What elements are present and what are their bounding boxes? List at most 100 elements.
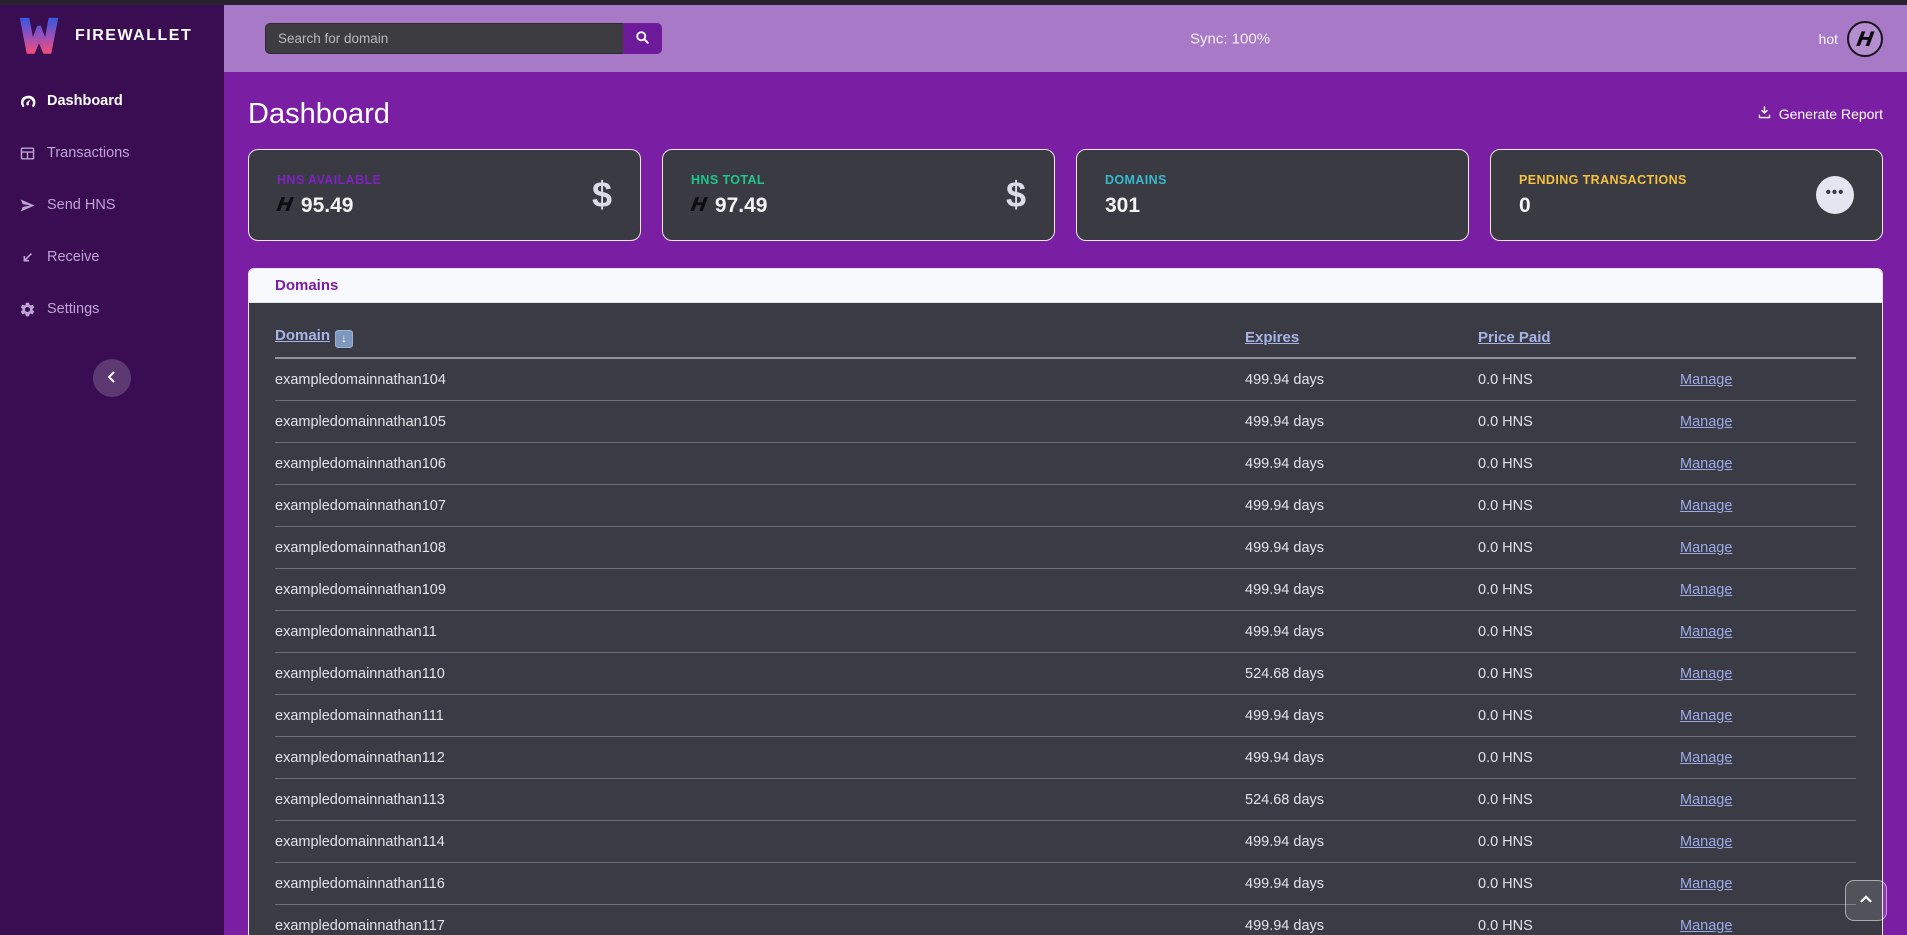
price-paid-cell: 0.0 HNS	[1478, 539, 1533, 556]
send-icon	[18, 196, 36, 214]
download-icon	[1757, 105, 1772, 123]
scroll-to-top-button[interactable]	[1845, 880, 1887, 921]
search-input[interactable]	[265, 23, 623, 54]
expires-cell: 499.94 days	[1245, 371, 1325, 388]
table-row: exampledomainnathan104 499.94 days 0.0 H…	[275, 359, 1856, 401]
price-paid-cell: 0.0 HNS	[1478, 917, 1533, 934]
topbar: Sync: 100% hot H	[224, 5, 1907, 72]
sidebar-collapse-button[interactable]	[93, 359, 131, 397]
stat-card-value: 301	[1105, 193, 1141, 217]
main-area: Sync: 100% hot H Dashboard Generate Repo…	[224, 5, 1907, 935]
domain-cell: exampledomainnathan11	[275, 623, 437, 640]
sort-down-emoji-icon: ↓	[335, 329, 354, 348]
wallet-name-label: hot	[1818, 30, 1838, 47]
column-header-expires[interactable]: Expires	[1245, 328, 1300, 346]
search-group	[265, 23, 662, 54]
manage-link[interactable]: Manage	[1680, 749, 1733, 766]
stat-card: PENDING TRANSACTIONS 0 •••	[1490, 149, 1883, 241]
domain-cell: exampledomainnathan106	[275, 455, 446, 472]
brand[interactable]: FIREWALLET	[0, 5, 224, 67]
sidebar-item-settings[interactable]: Settings	[0, 283, 224, 335]
dollar-icon: $	[1005, 174, 1026, 215]
price-paid-cell: 0.0 HNS	[1478, 581, 1533, 598]
domain-cell: exampledomainnathan109	[275, 581, 446, 598]
domains-table-body: exampledomainnathan104 499.94 days 0.0 H…	[275, 359, 1856, 935]
manage-link[interactable]: Manage	[1680, 455, 1733, 472]
manage-link[interactable]: Manage	[1680, 833, 1733, 850]
expires-cell: 499.94 days	[1245, 539, 1325, 556]
content: Dashboard Generate Report HNS AVAILABLE …	[224, 72, 1907, 935]
table-row: exampledomainnathan107 499.94 days 0.0 H…	[275, 485, 1856, 527]
manage-link[interactable]: Manage	[1680, 413, 1733, 430]
table-row: exampledomainnathan110 524.68 days 0.0 H…	[275, 653, 1856, 695]
expires-cell: 499.94 days	[1245, 581, 1325, 598]
sidebar-item-receive[interactable]: Receive	[0, 231, 224, 283]
search-button[interactable]	[623, 23, 662, 54]
domain-cell: exampledomainnathan110	[275, 665, 445, 682]
handshake-logo-icon[interactable]: H	[1847, 20, 1883, 57]
domain-cell: exampledomainnathan107	[275, 497, 446, 514]
domain-cell: exampledomainnathan117	[275, 917, 445, 934]
domain-cell: exampledomainnathan108	[275, 539, 446, 556]
stat-card-value: 0	[1519, 193, 1531, 217]
stat-card-value: 97.49	[714, 193, 768, 217]
price-paid-cell: 0.0 HNS	[1478, 749, 1533, 766]
page-head: Dashboard Generate Report	[248, 95, 1883, 133]
generate-report-button[interactable]: Generate Report	[1757, 105, 1883, 123]
domains-panel-header: Domains	[249, 269, 1882, 303]
manage-link[interactable]: Manage	[1680, 917, 1733, 934]
domains-table-header-row: Domain ↓ Expires Price Paid	[275, 317, 1856, 359]
expires-cell: 499.94 days	[1245, 707, 1325, 724]
wallet-indicator: hot H	[1818, 20, 1883, 57]
sidebar-item-send-hns[interactable]: Send HNS	[0, 179, 224, 231]
handshake-logo-icon: H	[689, 194, 709, 216]
manage-link[interactable]: Manage	[1680, 791, 1733, 808]
domain-cell: exampledomainnathan104	[275, 371, 446, 388]
expires-cell: 524.68 days	[1245, 665, 1325, 682]
expires-cell: 499.94 days	[1245, 413, 1325, 430]
sidebar-item-dashboard[interactable]: Dashboard	[0, 75, 224, 127]
column-header-domain[interactable]: Domain ↓	[275, 327, 1245, 348]
domains-panel: Domains Domain ↓ Expires Price Paid	[248, 268, 1883, 935]
manage-link[interactable]: Manage	[1680, 623, 1733, 640]
column-header-price-paid[interactable]: Price Paid	[1478, 328, 1551, 346]
sync-status: Sync: 100%	[1190, 30, 1271, 47]
domain-cell: exampledomainnathan105	[275, 413, 446, 430]
manage-link[interactable]: Manage	[1680, 581, 1733, 598]
table-row: exampledomainnathan105 499.94 days 0.0 H…	[275, 401, 1856, 443]
table-row: exampledomainnathan11 499.94 days 0.0 HN…	[275, 611, 1856, 653]
stat-card: DOMAINS 301	[1076, 149, 1469, 241]
price-paid-cell: 0.0 HNS	[1478, 413, 1533, 430]
table-row: exampledomainnathan116 499.94 days 0.0 H…	[275, 863, 1856, 905]
page-title: Dashboard	[248, 97, 390, 130]
manage-link[interactable]: Manage	[1680, 497, 1733, 514]
expires-cell: 499.94 days	[1245, 497, 1325, 514]
manage-link[interactable]: Manage	[1680, 875, 1733, 892]
expires-cell: 499.94 days	[1245, 875, 1325, 892]
stat-card-label: DOMAINS	[1105, 172, 1167, 187]
sidebar-item-transactions[interactable]: Transactions	[0, 127, 224, 179]
manage-link[interactable]: Manage	[1680, 371, 1733, 388]
stat-card-label: HNS TOTAL	[691, 172, 765, 187]
price-paid-cell: 0.0 HNS	[1478, 623, 1533, 640]
sidebar: FIREWALLET Dashboard Transactions Send H…	[0, 5, 224, 935]
table-row: exampledomainnathan108 499.94 days 0.0 H…	[275, 527, 1856, 569]
table-row: exampledomainnathan114 499.94 days 0.0 H…	[275, 821, 1856, 863]
window-top-strip	[0, 0, 1907, 5]
dollar-icon: $	[591, 174, 612, 215]
chevron-left-icon	[103, 368, 121, 389]
tachometer-icon	[18, 92, 36, 110]
table-row: exampledomainnathan112 499.94 days 0.0 H…	[275, 737, 1856, 779]
manage-link[interactable]: Manage	[1680, 665, 1733, 682]
price-paid-cell: 0.0 HNS	[1478, 665, 1533, 682]
ellipsis-menu-icon[interactable]: •••	[1816, 176, 1854, 214]
sidebar-nav: Dashboard Transactions Send HNS Receive …	[0, 75, 224, 335]
price-paid-cell: 0.0 HNS	[1478, 791, 1533, 808]
manage-link[interactable]: Manage	[1680, 707, 1733, 724]
price-paid-cell: 0.0 HNS	[1478, 497, 1533, 514]
expires-cell: 499.94 days	[1245, 455, 1325, 472]
price-paid-cell: 0.0 HNS	[1478, 875, 1533, 892]
manage-link[interactable]: Manage	[1680, 539, 1733, 556]
gear-icon	[18, 300, 36, 318]
domain-cell: exampledomainnathan113	[275, 791, 445, 808]
